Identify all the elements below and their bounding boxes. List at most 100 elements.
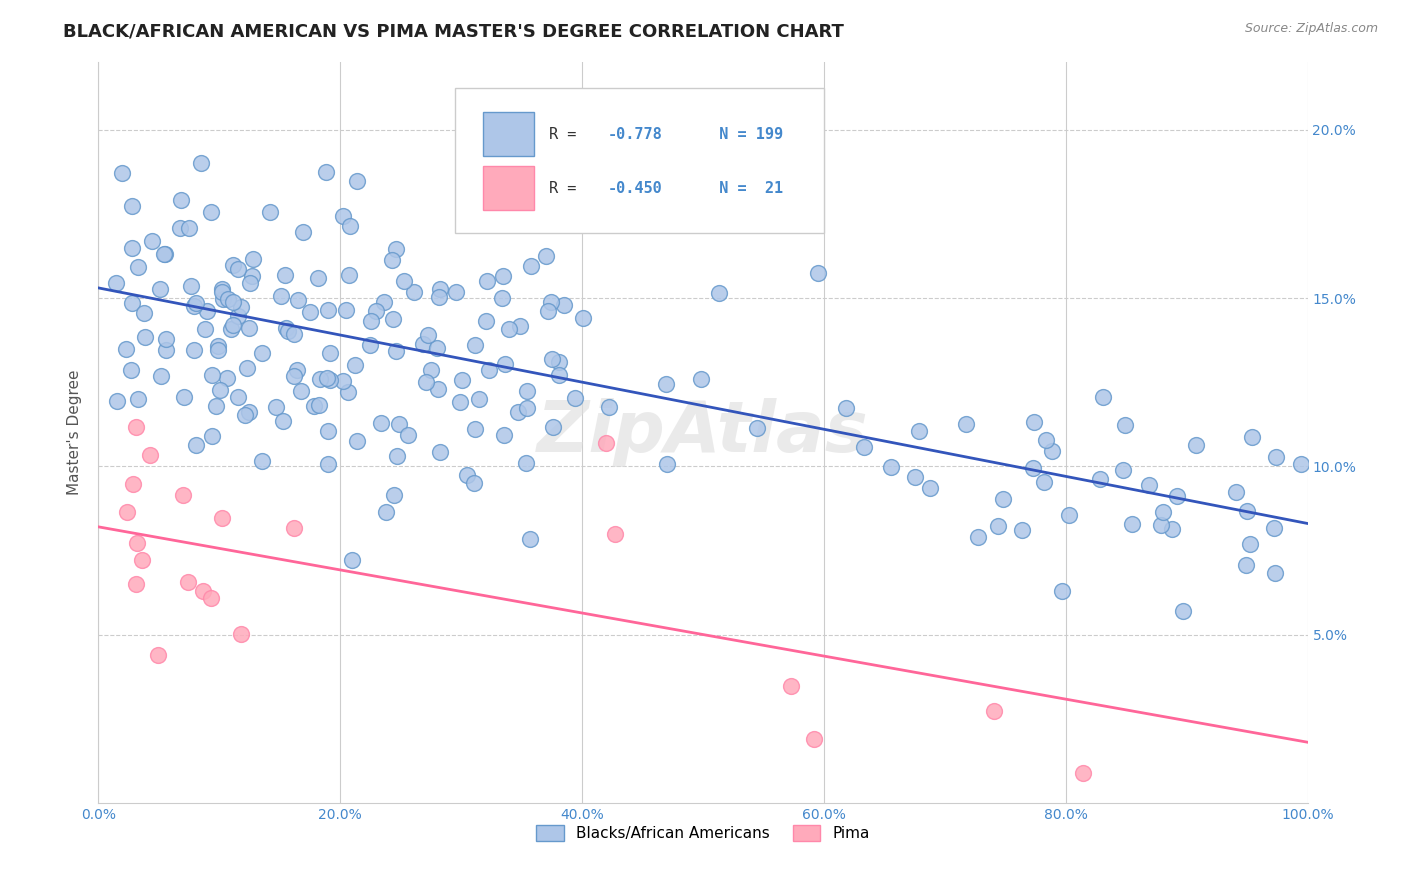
Point [426,342,449,356]
Point [548,368,571,382]
Point [307,271,329,285]
Point [191,583,214,598]
Point [339,219,361,233]
Point [200,591,222,606]
Point [519,532,541,546]
Point [1240,430,1263,444]
Point [492,269,515,284]
Point [993,491,1015,506]
Point [153,247,176,261]
Text: -0.778: -0.778 [607,127,662,142]
Point [183,343,205,358]
Point [238,405,260,419]
Point [1033,475,1056,489]
Point [382,488,405,502]
Point [250,345,273,359]
Point [536,303,558,318]
Point [141,234,163,248]
Point [1040,444,1063,458]
Point [211,292,233,306]
Point [153,247,176,261]
Point [494,428,516,442]
Point [359,337,381,351]
Point [104,277,127,291]
Point [375,505,398,519]
Point [271,414,294,428]
Point [194,322,217,336]
Point [270,288,292,302]
Point [121,199,143,213]
Point [475,273,498,287]
Point [134,330,156,344]
Point [690,372,713,386]
Point [274,268,297,283]
Point [319,373,342,387]
Point [125,576,148,591]
Point [233,408,256,422]
Point [803,732,825,747]
Point [478,363,501,377]
Point [1035,433,1057,447]
Point [1091,390,1114,404]
Point [139,448,162,462]
Point [429,282,451,296]
Point [242,252,264,266]
Point [127,260,149,274]
Point [285,363,308,377]
Point [316,457,339,471]
Point [205,400,228,414]
Point [226,390,249,404]
Point [491,291,513,305]
Point [468,392,491,406]
Point [228,261,250,276]
Point [806,266,828,280]
Point [506,405,529,419]
Point [127,392,149,406]
Point [315,371,337,385]
Point [250,454,273,468]
Point [226,310,249,324]
Point [955,417,977,431]
Point [319,346,342,360]
Point [360,314,382,328]
Point [494,357,516,371]
Point [148,648,170,662]
Point [177,220,200,235]
Point [316,303,339,318]
Point [172,488,194,502]
Point [1185,438,1208,452]
Point [207,339,229,353]
Point [236,361,259,376]
Point [1239,537,1261,551]
Point [419,363,441,377]
Point [707,285,730,300]
Point [572,311,595,326]
Point [337,268,360,282]
Point [209,383,232,397]
Point [1024,416,1046,430]
Text: -0.450: -0.450 [607,181,662,196]
Point [211,282,233,296]
Text: R =: R = [550,181,586,196]
Point [239,276,262,290]
Point [283,521,305,535]
Point [211,285,233,299]
Point [125,420,148,434]
Point [308,398,330,412]
Point [309,372,332,386]
Point [149,282,172,296]
Point [1263,521,1285,535]
Point [429,445,451,459]
Point [115,342,138,356]
Point [1011,523,1033,537]
Point [335,302,357,317]
Point [290,384,312,399]
Point [918,481,941,495]
Text: N =  21: N = 21 [700,181,783,196]
Point [291,225,314,239]
Point [125,536,148,550]
Point [396,428,419,442]
Point [332,209,354,223]
Point [240,269,263,284]
Point [120,363,142,377]
